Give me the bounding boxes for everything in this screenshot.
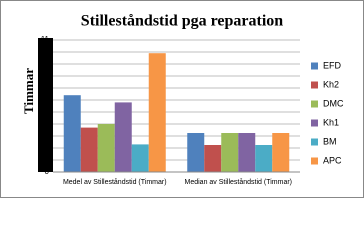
legend-swatch xyxy=(311,81,318,89)
legend-swatch xyxy=(311,157,318,165)
legend-label: APC xyxy=(323,155,342,165)
x-tick-label: Median av Stilleståndstid (Timmar) xyxy=(185,178,293,186)
legend-label: DMC xyxy=(323,98,344,108)
bar xyxy=(114,102,132,172)
legend-label: Kh1 xyxy=(323,117,339,127)
bar xyxy=(255,145,273,172)
legend-swatch xyxy=(311,119,318,127)
legend-swatch xyxy=(311,100,318,108)
bar xyxy=(63,95,81,172)
y-axis-label: Timmar xyxy=(21,68,36,114)
bar xyxy=(97,124,115,172)
plot-area: 01234567891011Medel av Stilleståndstid (… xyxy=(40,35,344,186)
chart-border xyxy=(0,0,364,198)
legend-swatch xyxy=(311,62,318,70)
bar xyxy=(272,133,290,172)
bar xyxy=(238,133,256,172)
bar xyxy=(221,133,239,172)
chart: Stilleståndstid pga reparation 012345678… xyxy=(0,0,364,198)
legend-label: EFD xyxy=(323,60,342,70)
x-tick-label: Medel av Stilleståndstid (Timmar) xyxy=(63,178,167,186)
legend-label: BM xyxy=(323,136,337,146)
legend-swatch xyxy=(311,138,318,146)
legend-label: Kh2 xyxy=(323,79,339,89)
bar xyxy=(204,145,222,172)
bar xyxy=(80,127,98,172)
bar xyxy=(187,133,205,172)
axis-cover: Timmar xyxy=(21,38,53,172)
bar xyxy=(148,53,166,173)
chart-title: Stilleståndstid pga reparation xyxy=(81,13,284,30)
bar xyxy=(131,144,149,172)
y-axis-band xyxy=(38,38,53,172)
